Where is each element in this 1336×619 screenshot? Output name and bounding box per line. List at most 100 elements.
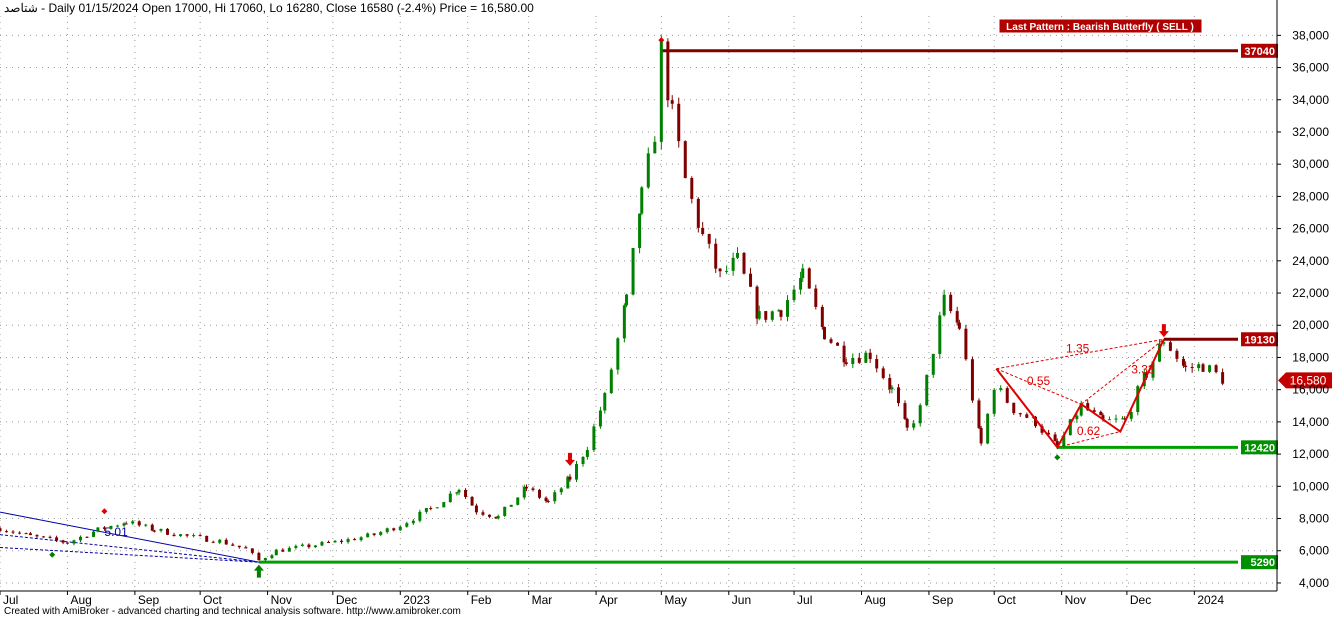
pattern-ratio-label: 0.62	[1077, 424, 1101, 438]
candle-body	[244, 547, 248, 549]
candle-body	[640, 187, 644, 214]
candle-body	[1114, 418, 1118, 420]
candle-body	[714, 243, 718, 269]
candle-body	[625, 294, 629, 306]
candle-body	[653, 141, 657, 154]
candle-body	[1201, 364, 1205, 372]
grid-lines	[0, 16, 1277, 591]
candle-body	[503, 506, 507, 516]
footer-credit: Created with AmiBroker - advanced charti…	[4, 606, 461, 617]
candle-body	[755, 286, 759, 319]
pattern-name: Last Pattern : Bearish Butterfly ( SELL …	[1006, 22, 1194, 33]
x-tick-label: Feb	[471, 593, 492, 607]
channel-line	[0, 547, 259, 563]
y-tick-label: 12,000	[1292, 447, 1329, 461]
y-tick-label: 30,000	[1292, 157, 1329, 171]
candle-body	[864, 352, 868, 363]
level-label: 12420	[1244, 442, 1275, 454]
candle-body	[61, 540, 65, 543]
y-tick-label: 26,000	[1292, 222, 1329, 236]
y-tick-label: 20,000	[1292, 318, 1329, 332]
candle-body	[487, 514, 491, 517]
candle-body	[616, 338, 620, 370]
candle-body	[844, 362, 848, 365]
candle-body	[250, 548, 254, 553]
channel-line	[0, 534, 259, 563]
candle-body	[205, 535, 209, 542]
candle-body	[1047, 432, 1051, 435]
y-tick-label: 34,000	[1292, 93, 1329, 107]
candle-body	[553, 492, 557, 502]
arrow-up-marker	[253, 564, 264, 578]
level-label: 5290	[1251, 557, 1275, 569]
candle-body	[603, 393, 607, 411]
candle-body	[918, 405, 922, 424]
candle-body	[353, 539, 357, 541]
candle-body	[166, 528, 170, 535]
y-tick-label: 10,000	[1292, 479, 1329, 493]
candle-body	[666, 41, 670, 101]
x-tick-label: Jun	[732, 593, 751, 607]
candle-body	[326, 541, 330, 543]
candle-body	[366, 533, 370, 538]
candle-body	[566, 476, 570, 489]
candle-body	[942, 294, 946, 316]
candle-body	[192, 535, 196, 537]
x-tick-label: Dec	[336, 593, 357, 607]
candle-body	[464, 489, 468, 497]
candle-body	[659, 41, 663, 142]
candle-body	[1208, 365, 1212, 372]
candle-body	[524, 486, 528, 489]
candle-body	[516, 497, 520, 505]
candle-body	[1055, 441, 1059, 447]
pattern-ratio-label: 1.35	[1066, 342, 1090, 356]
candle-body	[281, 549, 285, 552]
candle-body	[1062, 435, 1066, 447]
candle-body	[957, 322, 961, 329]
y-tick-label: 28,000	[1292, 189, 1329, 203]
candle-body	[124, 523, 128, 525]
harmonic-pattern: 1.35 0.55 3.33 0.62 Last Pattern : Bearish B…	[995, 18, 1203, 450]
candle-body	[122, 523, 126, 526]
diamond-marker	[1054, 454, 1061, 461]
level-lines: 37040 19130 12420 5290 16,580	[258, 43, 1332, 570]
candle-body	[144, 524, 148, 526]
candle-body	[18, 532, 22, 534]
candle-body	[185, 534, 189, 536]
candle-body	[707, 233, 711, 244]
candle-body	[72, 540, 76, 544]
candle-body	[131, 521, 135, 524]
candle-body	[42, 536, 46, 538]
x-tick-label: Nov	[271, 593, 292, 607]
candle-body	[735, 252, 739, 258]
candle-body	[115, 525, 119, 527]
candle-body	[470, 496, 474, 506]
level-badge	[1241, 555, 1278, 570]
y-tick-label: 32,000	[1292, 125, 1329, 139]
y-tick-label: 4,000	[1299, 576, 1329, 590]
y-tick-label: 6,000	[1299, 544, 1329, 558]
x-tick-label: Apr	[599, 593, 618, 607]
candle-body	[764, 311, 768, 320]
candle-body	[448, 493, 452, 503]
current-price-label: 16,580	[1290, 373, 1327, 387]
candle-body	[1101, 415, 1105, 420]
candle-body	[786, 300, 790, 317]
candle-body	[1107, 419, 1111, 421]
price-label: Price = 16,580.00	[436, 1, 534, 15]
x-tick-label: Aug	[864, 593, 885, 607]
candle-body	[881, 368, 885, 378]
candle-body	[1025, 414, 1029, 418]
y-tick-label: 18,000	[1292, 350, 1329, 364]
candle-body	[24, 533, 28, 535]
candle-body	[779, 310, 783, 317]
candle-body	[1168, 342, 1172, 351]
candle-body	[718, 268, 722, 272]
candle-body	[1005, 388, 1009, 403]
x-tick-label: Nov	[1065, 593, 1086, 607]
candle-body	[379, 532, 383, 535]
x-tick-label: 2024	[1197, 593, 1224, 607]
trend-channel: 5.01	[0, 511, 259, 563]
candle-body	[546, 501, 550, 503]
candle-body	[300, 544, 304, 546]
